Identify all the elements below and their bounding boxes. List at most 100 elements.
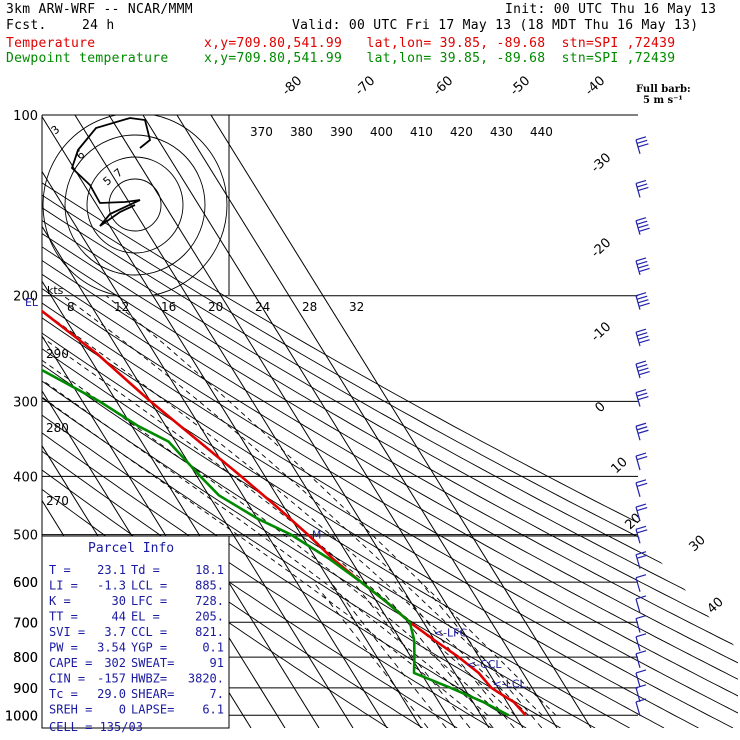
parcel-cell: Td =: [131, 563, 160, 577]
pressure-label: 300: [13, 395, 38, 410]
pressure-label: 600: [13, 576, 38, 591]
dry-adiabat: [229, 536, 734, 728]
wind-barb-feather: [637, 507, 648, 512]
parcel-cell: 821.: [195, 625, 224, 639]
wind-barb-feather: [635, 217, 647, 222]
wind-barb-feather: [638, 299, 649, 304]
parcel-box: [41, 535, 230, 729]
wind-barb-staff: [635, 392, 641, 407]
wind-barb-feather: [635, 574, 647, 579]
theta-label: 440: [530, 125, 553, 139]
pressure-label: 700: [13, 616, 38, 631]
parcel-cell: 23.1: [97, 563, 126, 577]
lower-grid: [229, 536, 738, 728]
pressure-label: 800: [13, 651, 38, 666]
parcel-cell: K =: [49, 594, 71, 608]
wind-barb-staff: [635, 618, 641, 633]
level-marker: <-CCL: [467, 658, 503, 671]
wind-barb-feather: [635, 360, 647, 365]
dry-adiabat: [229, 536, 527, 728]
dry-adiabat: [229, 536, 738, 728]
wind-barb-feather: [637, 456, 648, 461]
wind-barb-feather: [637, 220, 648, 225]
isotherm-label: -60: [430, 73, 456, 98]
barb-legend: Full barb: 5 m s⁻¹: [636, 84, 691, 106]
parcel-cell: SHEAR=: [131, 687, 174, 701]
dewpoint-legend-label: Dewpoint temperature: [6, 51, 169, 66]
parcel-cell: 18.1: [195, 563, 224, 577]
parcel-cell: SWEAT=: [131, 656, 174, 670]
speed-label: 28: [302, 300, 317, 314]
isotherm-line: [229, 536, 320, 728]
parcel-cell-motion: CELL = 135/03: [49, 720, 143, 734]
pressure-label: 700: [13, 616, 38, 631]
wind-barb-feather: [635, 684, 647, 689]
dry-adiabat: [229, 536, 738, 728]
temperature-legend-label: Temperature: [6, 36, 96, 51]
dry-adiabat: [229, 536, 699, 728]
wind-barb-feather: [637, 392, 648, 397]
level-marker: EL: [25, 296, 39, 309]
theta-label: 390: [330, 125, 353, 139]
isotherm-line: [229, 536, 558, 728]
pressure-label: 800: [13, 651, 38, 666]
sounding-profiles: [42, 309, 527, 717]
wind-barb-feather: [635, 257, 647, 262]
wind-barb-feather: [635, 388, 647, 394]
speed-label: 20: [208, 300, 223, 314]
wind-barb-feather: [635, 525, 647, 530]
parcel-cell: SVI =: [49, 625, 85, 639]
hodograph-ring-label: 3: [49, 123, 63, 137]
wind-barb-staff: [635, 455, 641, 471]
parcel-title: Parcel Info: [88, 541, 174, 556]
wind-barb-feather: [638, 264, 649, 269]
parcel-cell: 205.: [195, 610, 224, 624]
parcel-cell: Tc =: [49, 687, 78, 701]
mixing-ratio-line: [330, 581, 447, 728]
pressure-label: 600: [13, 576, 38, 591]
parcel-cell: T =: [49, 563, 71, 577]
moist-adiabat: [229, 536, 502, 716]
wind-barb-feather: [635, 650, 647, 655]
dry-adiabat: [229, 536, 596, 728]
theta-label: 400: [370, 125, 393, 139]
parcel-cell: 3.7: [104, 625, 126, 639]
wind-barb-feather: [635, 479, 647, 484]
parcel-cell: 0.1: [202, 641, 224, 655]
wind-barb-staff: [635, 331, 641, 347]
hodograph-units: kts: [47, 284, 64, 297]
pressure-label: 500: [13, 529, 38, 544]
wind-barb-feather: [639, 371, 650, 376]
isotherm-label: -50: [507, 73, 533, 98]
theta-label: 430: [490, 125, 513, 139]
dry-adiabat: [42, 219, 638, 567]
mixing-ratio-line: [313, 581, 429, 728]
wind-barb-feather: [639, 267, 650, 272]
wind-barb-feather: [637, 364, 648, 369]
wind-barb-staff: [635, 598, 641, 614]
parcel-cell: 30: [112, 594, 126, 608]
theta-left-label: 290: [46, 347, 69, 361]
wind-barb-feather: [637, 554, 648, 559]
wind-barb-feather: [635, 551, 647, 556]
wind-barb-staff: [635, 260, 641, 276]
dry-adiabat: [229, 536, 389, 728]
parcel-cell: 91: [210, 656, 224, 670]
speed-label: 12: [114, 300, 129, 314]
wind-barb-feather: [638, 335, 649, 340]
dry-adiabat: [229, 536, 561, 728]
wind-barb-feather: [635, 328, 647, 333]
dry-adiabat: [229, 536, 738, 728]
wind-barb-staff: [635, 139, 641, 155]
parcel-cell: -157: [97, 672, 126, 686]
theta-left-label: 280: [46, 421, 69, 435]
wind-barb-feather: [638, 429, 649, 434]
wind-barb-feather: [637, 139, 648, 144]
isotherm-label: -20: [588, 235, 614, 260]
hodograph-ring: [86, 156, 184, 254]
dry-adiabat: [229, 536, 630, 728]
wind-barb-feather: [635, 503, 647, 508]
parcel-cell: 3.54: [97, 641, 126, 655]
